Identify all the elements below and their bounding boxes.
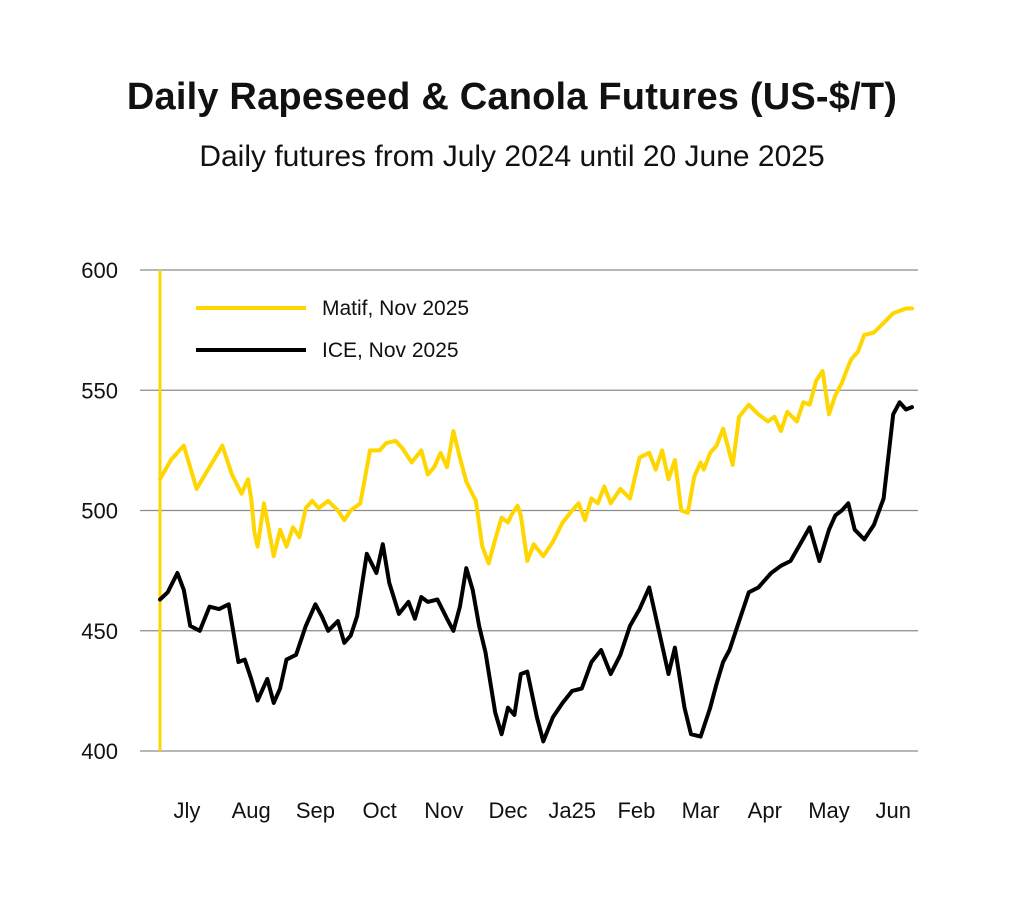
legend-label-ice: ICE, Nov 2025: [322, 339, 459, 362]
series-line-ice: [158, 400, 914, 744]
y-tick-label: 450: [81, 619, 118, 644]
y-tick-label: 600: [81, 258, 118, 283]
x-tick-label: Nov: [424, 798, 463, 823]
x-tick-label: Jly: [174, 798, 201, 823]
legend: Matif, Nov 2025 ICE, Nov 2025: [196, 297, 469, 362]
x-tick-label: Sep: [296, 798, 335, 823]
chart-subtitle: Daily futures from July 2024 until 20 Ju…: [199, 140, 825, 173]
x-tick-label: Dec: [488, 798, 527, 823]
x-tick-label: Aug: [232, 798, 271, 823]
x-tick-label: Jun: [875, 798, 910, 823]
gridlines: [140, 269, 918, 752]
chart-title: Daily Rapeseed & Canola Futures (US-$/T): [126, 76, 898, 118]
x-tick-label: May: [808, 798, 850, 823]
series-line-matif: [158, 306, 914, 566]
legend-label-matif: Matif, Nov 2025: [322, 297, 469, 320]
x-tick-label: Ja25: [548, 798, 596, 823]
y-tick-label: 500: [81, 499, 118, 524]
x-tick-label: Feb: [617, 798, 655, 823]
x-tick-label: Oct: [362, 798, 396, 823]
x-axis-tick-labels: Jly Aug Sep Oct Nov Dec Ja25 Feb Mar Apr May Jun: [174, 798, 911, 823]
y-axis-tick-labels: 400 450 500 550 600: [81, 258, 118, 764]
y-tick-label: 550: [81, 378, 118, 403]
x-tick-label: Mar: [682, 798, 720, 823]
x-tick-label: Apr: [748, 798, 782, 823]
series-lines: [158, 306, 914, 744]
y-tick-label: 400: [81, 739, 118, 764]
